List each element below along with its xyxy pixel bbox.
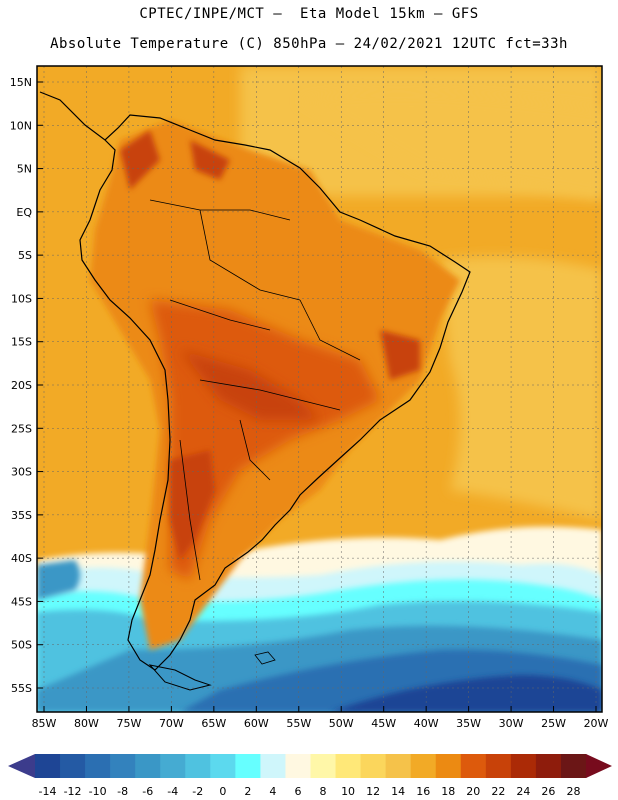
colorbar-label: 0 (219, 785, 226, 798)
lon-label-65W: 65W (201, 717, 226, 730)
colorbar-label: 26 (541, 785, 555, 798)
lon-label-35W: 35W (456, 717, 481, 730)
colorbar-cell (135, 754, 161, 778)
colorbar-label: 4 (269, 785, 276, 798)
colorbar-label: 22 (491, 785, 505, 798)
colorbar-cell (360, 754, 387, 778)
colorbar-label: -10 (89, 785, 107, 798)
colorbar-label: 6 (294, 785, 301, 798)
colorbar-cell (460, 754, 487, 778)
lat-label-10N: 10N (10, 119, 32, 132)
lat-label-30S: 30S (11, 466, 32, 479)
colorbar-label: -4 (167, 785, 178, 798)
lat-label-5S: 5S (18, 249, 32, 262)
lat-label-45S: 45S (11, 595, 32, 608)
map-subtitle: Absolute Temperature (C) 850hPa – 24/02/… (50, 36, 568, 52)
colorbar-label: -12 (64, 785, 82, 798)
lon-label-50W: 50W (329, 717, 354, 730)
colorbar: -14 -12 -10 -8 -6 -4 -2 0 2 4 6 8 10 12 14 16 18 20 22 24 26… (8, 754, 612, 798)
colorbar-cell (335, 754, 362, 778)
colorbar-label: 2 (244, 785, 251, 798)
lon-label-45W: 45W (371, 717, 396, 730)
colorbar-cell (485, 754, 512, 778)
lon-label-20W: 20W (584, 717, 609, 730)
lon-label-85W: 85W (32, 717, 57, 730)
lon-label-25W: 25W (541, 717, 566, 730)
grid-lines (37, 66, 602, 712)
colorbar-label: 16 (416, 785, 430, 798)
lat-label-55S: 55S (11, 682, 32, 695)
coastline (39, 91, 471, 691)
colorbar-label: 24 (516, 785, 530, 798)
colorbar-cell (510, 754, 537, 778)
lat-label-40S: 40S (11, 552, 32, 565)
lat-label-50S: 50S (11, 639, 32, 652)
colorbar-cell (560, 754, 587, 778)
colorbar-cell (60, 754, 86, 778)
lat-label-35S: 35S (11, 509, 32, 522)
colorbar-label: 14 (391, 785, 405, 798)
lon-label-60W: 60W (244, 717, 269, 730)
map-frame (36, 65, 603, 713)
latitude-axis: 15N 10N 5N EQ 5S 10S 15S 20S 25S 30S 35S 40S 45S 50S 5… (10, 76, 43, 695)
colorbar-label: 20 (466, 785, 480, 798)
lon-label-80W: 80W (74, 717, 99, 730)
temperature-field (37, 66, 602, 712)
colorbar-low-arrow (8, 754, 35, 778)
lon-label-30W: 30W (499, 717, 524, 730)
colorbar-cell (210, 754, 236, 778)
lat-label-15N: 15N (10, 76, 32, 89)
lat-label-EQ: EQ (16, 206, 32, 219)
colorbar-cell (410, 754, 437, 778)
colorbar-label: 10 (341, 785, 355, 798)
lon-label-75W: 75W (116, 717, 141, 730)
lat-label-25S: 25S (11, 422, 32, 435)
lon-label-70W: 70W (159, 717, 184, 730)
map-title: CPTEC/INPE/MCT – Eta Model 15km – GFS (139, 6, 479, 22)
colorbar-high-arrow (586, 754, 612, 778)
colorbar-cell (260, 754, 286, 778)
colorbar-label: -8 (117, 785, 128, 798)
colorbar-label: -2 (192, 785, 203, 798)
colorbar-label: 18 (441, 785, 455, 798)
colorbar-cell (110, 754, 136, 778)
colorbar-cell (235, 754, 261, 778)
lat-label-5N: 5N (17, 163, 32, 176)
colorbar-cell (160, 754, 186, 778)
longitude-axis: 85W 80W 75W 70W 65W 60W 55W 50W 45W 40W 35W 30W 25W 2… (32, 706, 609, 730)
colorbar-label: 28 (566, 785, 580, 798)
colorbar-label: 8 (320, 785, 327, 798)
lat-label-20S: 20S (11, 379, 32, 392)
colorbar-cell (535, 754, 562, 778)
lat-label-15S: 15S (11, 336, 32, 349)
colorbar-cell (185, 754, 211, 778)
colorbar-cell (310, 754, 337, 778)
colorbar-cell (35, 754, 61, 778)
lon-label-55W: 55W (286, 717, 311, 730)
colorbar-label: -6 (142, 785, 153, 798)
colorbar-cell (85, 754, 111, 778)
lon-label-40W: 40W (414, 717, 439, 730)
colorbar-cell (435, 754, 462, 778)
colorbar-label: -14 (39, 785, 57, 798)
colorbar-cell (385, 754, 412, 778)
lat-label-10S: 10S (11, 292, 32, 305)
colorbar-cell (285, 754, 311, 778)
colorbar-label: 12 (366, 785, 380, 798)
